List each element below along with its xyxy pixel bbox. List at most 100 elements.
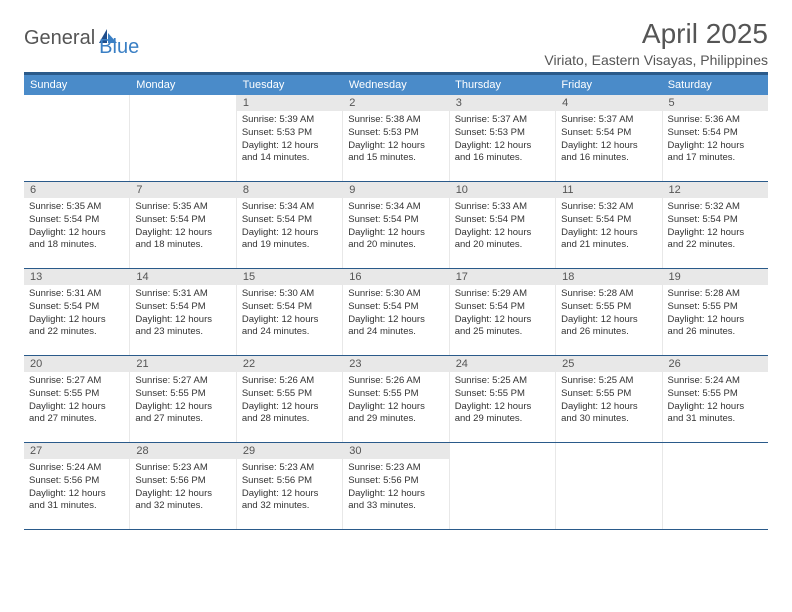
day-content: Sunrise: 5:32 AMSunset: 5:54 PMDaylight:… [663, 198, 768, 255]
day-content: Sunrise: 5:35 AMSunset: 5:54 PMDaylight:… [130, 198, 235, 255]
day-cell: 20Sunrise: 5:27 AMSunset: 5:55 PMDayligh… [24, 356, 130, 442]
day-cell: 12Sunrise: 5:32 AMSunset: 5:54 PMDayligh… [663, 182, 768, 268]
day-header-fri: Friday [555, 75, 661, 95]
day-cell: 27Sunrise: 5:24 AMSunset: 5:56 PMDayligh… [24, 443, 130, 529]
day-content: Sunrise: 5:30 AMSunset: 5:54 PMDaylight:… [237, 285, 342, 342]
day-header-thu: Thursday [449, 75, 555, 95]
day-number: 4 [556, 95, 661, 111]
day-line-ss: Sunset: 5:54 PM [455, 301, 550, 314]
day-number: 17 [450, 269, 555, 285]
day-line-dl1: Daylight: 12 hours [561, 401, 656, 414]
week-row: 20Sunrise: 5:27 AMSunset: 5:55 PMDayligh… [24, 356, 768, 443]
day-line-ss: Sunset: 5:54 PM [668, 127, 763, 140]
day-line-dl1: Daylight: 12 hours [242, 140, 337, 153]
day-line-dl1: Daylight: 12 hours [348, 227, 443, 240]
week-row: 6Sunrise: 5:35 AMSunset: 5:54 PMDaylight… [24, 182, 768, 269]
day-line-dl1: Daylight: 12 hours [348, 488, 443, 501]
day-content: Sunrise: 5:33 AMSunset: 5:54 PMDaylight:… [450, 198, 555, 255]
day-content: Sunrise: 5:26 AMSunset: 5:55 PMDaylight:… [237, 372, 342, 429]
day-cell [450, 443, 556, 529]
day-line-ss: Sunset: 5:54 PM [29, 214, 124, 227]
day-line-sr: Sunrise: 5:28 AM [668, 288, 763, 301]
day-line-sr: Sunrise: 5:27 AM [135, 375, 230, 388]
week-row: 27Sunrise: 5:24 AMSunset: 5:56 PMDayligh… [24, 443, 768, 530]
day-number: 23 [343, 356, 448, 372]
day-line-dl2: and 15 minutes. [348, 152, 443, 165]
day-line-sr: Sunrise: 5:38 AM [348, 114, 443, 127]
day-line-dl2: and 17 minutes. [668, 152, 763, 165]
day-line-ss: Sunset: 5:55 PM [561, 388, 656, 401]
day-number: 18 [556, 269, 661, 285]
day-cell [24, 95, 130, 181]
day-line-sr: Sunrise: 5:32 AM [668, 201, 763, 214]
day-cell: 28Sunrise: 5:23 AMSunset: 5:56 PMDayligh… [130, 443, 236, 529]
day-line-dl1: Daylight: 12 hours [242, 401, 337, 414]
day-line-dl1: Daylight: 12 hours [135, 314, 230, 327]
day-content: Sunrise: 5:37 AMSunset: 5:53 PMDaylight:… [450, 111, 555, 168]
week-row: 1Sunrise: 5:39 AMSunset: 5:53 PMDaylight… [24, 95, 768, 182]
day-line-dl1: Daylight: 12 hours [455, 140, 550, 153]
day-line-ss: Sunset: 5:56 PM [242, 475, 337, 488]
day-cell: 7Sunrise: 5:35 AMSunset: 5:54 PMDaylight… [130, 182, 236, 268]
day-line-ss: Sunset: 5:54 PM [135, 214, 230, 227]
day-number: 1 [237, 95, 342, 111]
day-line-sr: Sunrise: 5:23 AM [135, 462, 230, 475]
day-content: Sunrise: 5:28 AMSunset: 5:55 PMDaylight:… [663, 285, 768, 342]
day-line-dl1: Daylight: 12 hours [348, 140, 443, 153]
day-line-dl1: Daylight: 12 hours [455, 401, 550, 414]
day-line-dl1: Daylight: 12 hours [668, 401, 763, 414]
day-number: 6 [24, 182, 129, 198]
day-line-ss: Sunset: 5:55 PM [455, 388, 550, 401]
day-line-sr: Sunrise: 5:29 AM [455, 288, 550, 301]
day-cell: 18Sunrise: 5:28 AMSunset: 5:55 PMDayligh… [556, 269, 662, 355]
day-line-ss: Sunset: 5:56 PM [348, 475, 443, 488]
day-content: Sunrise: 5:23 AMSunset: 5:56 PMDaylight:… [237, 459, 342, 516]
day-line-dl2: and 33 minutes. [348, 500, 443, 513]
day-number: 8 [237, 182, 342, 198]
day-line-dl1: Daylight: 12 hours [668, 227, 763, 240]
day-line-sr: Sunrise: 5:37 AM [561, 114, 656, 127]
day-line-sr: Sunrise: 5:25 AM [455, 375, 550, 388]
day-line-ss: Sunset: 5:54 PM [455, 214, 550, 227]
day-line-ss: Sunset: 5:55 PM [242, 388, 337, 401]
day-line-dl1: Daylight: 12 hours [242, 227, 337, 240]
day-number: 24 [450, 356, 555, 372]
day-line-dl2: and 14 minutes. [242, 152, 337, 165]
day-number: 29 [237, 443, 342, 459]
day-number: 13 [24, 269, 129, 285]
day-content: Sunrise: 5:31 AMSunset: 5:54 PMDaylight:… [24, 285, 129, 342]
day-line-ss: Sunset: 5:53 PM [455, 127, 550, 140]
day-content: Sunrise: 5:30 AMSunset: 5:54 PMDaylight:… [343, 285, 448, 342]
day-cell [663, 443, 768, 529]
day-number: 14 [130, 269, 235, 285]
day-line-dl2: and 18 minutes. [135, 239, 230, 252]
day-line-dl1: Daylight: 12 hours [29, 227, 124, 240]
day-content: Sunrise: 5:24 AMSunset: 5:56 PMDaylight:… [24, 459, 129, 516]
day-header-mon: Monday [130, 75, 236, 95]
day-content: Sunrise: 5:31 AMSunset: 5:54 PMDaylight:… [130, 285, 235, 342]
day-cell: 14Sunrise: 5:31 AMSunset: 5:54 PMDayligh… [130, 269, 236, 355]
day-number: 3 [450, 95, 555, 111]
day-line-sr: Sunrise: 5:24 AM [29, 462, 124, 475]
day-line-dl2: and 20 minutes. [348, 239, 443, 252]
day-line-sr: Sunrise: 5:23 AM [242, 462, 337, 475]
logo-text-general: General [24, 27, 95, 50]
day-content: Sunrise: 5:26 AMSunset: 5:55 PMDaylight:… [343, 372, 448, 429]
day-cell: 26Sunrise: 5:24 AMSunset: 5:55 PMDayligh… [663, 356, 768, 442]
day-content: Sunrise: 5:38 AMSunset: 5:53 PMDaylight:… [343, 111, 448, 168]
logo: General Blue [24, 18, 139, 59]
day-line-dl2: and 18 minutes. [29, 239, 124, 252]
day-cell: 19Sunrise: 5:28 AMSunset: 5:55 PMDayligh… [663, 269, 768, 355]
day-content: Sunrise: 5:27 AMSunset: 5:55 PMDaylight:… [24, 372, 129, 429]
day-line-dl2: and 28 minutes. [242, 413, 337, 426]
day-content: Sunrise: 5:34 AMSunset: 5:54 PMDaylight:… [343, 198, 448, 255]
day-line-sr: Sunrise: 5:23 AM [348, 462, 443, 475]
day-line-ss: Sunset: 5:55 PM [135, 388, 230, 401]
day-line-dl2: and 29 minutes. [455, 413, 550, 426]
day-line-dl2: and 30 minutes. [561, 413, 656, 426]
day-line-sr: Sunrise: 5:26 AM [242, 375, 337, 388]
day-cell: 6Sunrise: 5:35 AMSunset: 5:54 PMDaylight… [24, 182, 130, 268]
day-line-dl2: and 22 minutes. [29, 326, 124, 339]
day-number: 25 [556, 356, 661, 372]
day-line-ss: Sunset: 5:55 PM [668, 388, 763, 401]
